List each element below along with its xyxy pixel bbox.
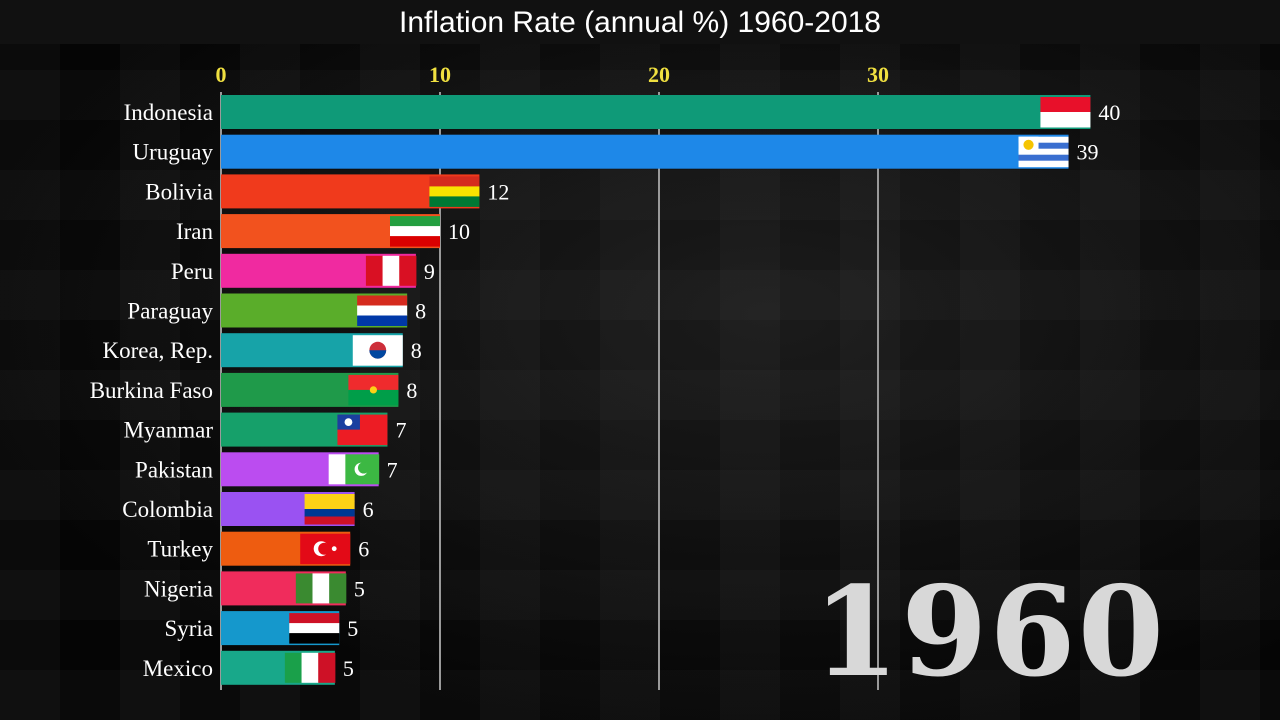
x-tick-label: 0 [216, 62, 227, 87]
bar-group: Korea, Rep. 8 [103, 333, 422, 368]
bar-group: Nigeria 5 [144, 571, 365, 606]
category-label: Burkina Faso [90, 378, 213, 403]
bar-group: Mexico 5 [143, 650, 354, 685]
bar [221, 134, 1069, 169]
category-label: Syria [164, 616, 213, 641]
uruguay-flag-icon [1018, 136, 1069, 168]
value-label: 7 [387, 457, 398, 482]
nigeria-flag-icon [295, 573, 347, 604]
bar-group: Turkey 6 [147, 531, 369, 566]
value-label: 40 [1098, 100, 1120, 125]
bar-group: Pakistan 7 [135, 452, 398, 487]
category-label: Turkey [147, 537, 213, 562]
chart-title: Inflation Rate (annual %) 1960-2018 [399, 6, 881, 39]
category-label: Colombia [122, 497, 213, 522]
korea-flag-icon [352, 335, 403, 366]
value-label: 5 [347, 616, 358, 641]
value-label: 39 [1077, 140, 1099, 165]
title-bar [0, 0, 1280, 44]
category-label: Uruguay [133, 140, 214, 165]
value-label: 5 [343, 656, 354, 681]
bar [221, 95, 1091, 129]
category-label: Indonesia [124, 100, 213, 125]
peru-flag-icon [365, 255, 417, 286]
bar-group: Colombia 6 [122, 492, 374, 526]
category-label: Paraguay [127, 299, 213, 324]
bar-group: Bolivia 12 [145, 174, 509, 209]
myanmar-flag-icon [337, 414, 388, 446]
bar-group: Paraguay 8 [127, 293, 426, 328]
syria-flag-icon [289, 613, 340, 644]
burkina-faso-flag-icon [348, 374, 399, 406]
category-label: Pakistan [135, 457, 213, 482]
bar-group: Indonesia 40 [124, 95, 1120, 129]
value-label: 8 [415, 299, 426, 324]
bar-group: Myanmar 7 [124, 412, 406, 447]
value-label: 7 [395, 418, 406, 443]
value-label: 9 [424, 259, 435, 284]
value-label: 5 [354, 576, 365, 601]
colombia-flag-icon [304, 494, 355, 525]
category-label: Mexico [143, 656, 213, 681]
bar-group: Peru 9 [171, 253, 435, 288]
bar-group: Uruguay 39 [133, 134, 1099, 169]
year-label: 1960 [812, 560, 1166, 705]
value-label: 6 [363, 497, 374, 522]
category-label: Myanmar [124, 418, 214, 443]
category-label: Peru [171, 259, 214, 284]
value-label: 10 [448, 219, 470, 244]
x-tick-label: 20 [648, 62, 670, 87]
category-label: Iran [176, 219, 214, 244]
mexico-flag-icon [284, 652, 336, 683]
value-label: 8 [411, 338, 422, 363]
bar-group: Burkina Faso 8 [90, 372, 417, 407]
x-tick-label: 10 [429, 62, 451, 87]
x-tick-label: 30 [867, 62, 889, 87]
value-label: 6 [358, 537, 369, 562]
paraguay-flag-icon [357, 295, 408, 326]
pakistan-flag-icon [328, 454, 380, 485]
bar-group: Iran 10 [176, 214, 470, 249]
value-label: 8 [406, 378, 417, 403]
category-label: Bolivia [145, 179, 213, 204]
category-label: Nigeria [144, 576, 213, 601]
value-label: 12 [487, 179, 509, 204]
iran-flag-icon [390, 216, 440, 247]
turkey-flag-icon [300, 533, 351, 565]
category-label: Korea, Rep. [103, 338, 214, 363]
indonesia-flag-icon [1040, 97, 1091, 128]
bolivia-flag-icon [429, 176, 480, 207]
bar-group: Syria 5 [164, 611, 358, 646]
